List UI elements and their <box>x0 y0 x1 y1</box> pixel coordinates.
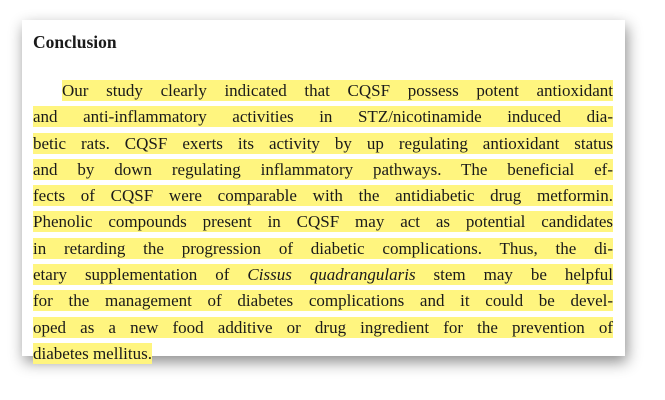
document-card: Conclusion Our study clearly indicated t… <box>22 20 625 364</box>
text-line: and anti-inflammatory activities in STZ/… <box>33 106 613 130</box>
highlight: Our study clearly indicated that CQSF po… <box>62 80 613 101</box>
highlight: and anti-inflammatory activities in STZ/… <box>33 106 613 128</box>
text: Phenolic compounds present in CQSF may a… <box>33 212 613 232</box>
text: betic rats. CQSF exerts its activity by … <box>33 133 613 153</box>
text: fects of CQSF were comparable with the a… <box>33 186 613 206</box>
text: for the management of diabetes complicat… <box>33 291 613 311</box>
text-line: Phenolic compounds present in CQSF may a… <box>33 211 613 235</box>
highlight: fects of CQSF were comparable with the a… <box>33 185 613 207</box>
text-line: for the management of diabetes complicat… <box>33 290 613 314</box>
text-line: diabetes mellitus. <box>33 341 613 365</box>
text-line: etary supplementation of Cissus quadrang… <box>33 264 613 288</box>
highlight: for the management of diabetes complicat… <box>33 290 613 312</box>
highlight: betic rats. CQSF exerts its activity by … <box>33 132 613 154</box>
text: diabetes mellitus. <box>33 343 152 363</box>
highlight: oped as a new food additive or drug ingr… <box>33 316 613 338</box>
text: and anti-inflammatory activities in STZ/… <box>33 107 613 127</box>
text: in retarding the progression of diabetic… <box>33 238 613 258</box>
text-line: betic rats. CQSF exerts its activity by … <box>33 132 613 157</box>
highlight: Phenolic compounds present in CQSF may a… <box>33 211 613 233</box>
text-line: and by down regulating inflammatory path… <box>33 158 613 183</box>
text: Our study clearly indicated that CQSF po… <box>62 81 613 100</box>
text: stem may be helpful <box>415 265 614 285</box>
text-line: Our study clearly indicated that CQSF po… <box>33 80 613 104</box>
paragraph: Our study clearly indicated that CQSF po… <box>33 78 613 365</box>
section-heading: Conclusion <box>33 32 117 52</box>
text-line: in retarding the progression of diabetic… <box>33 237 613 262</box>
text: and by down regulating inflammatory path… <box>33 159 613 179</box>
text-line: fects of CQSF were comparable with the a… <box>33 185 613 209</box>
highlight: etary supplementation of Cissus quadrang… <box>33 264 614 286</box>
italic-text: Cissus quadrangularis <box>247 265 416 285</box>
text-line: oped as a new food additive or drug ingr… <box>33 316 613 341</box>
highlight: and by down regulating inflammatory path… <box>33 158 613 180</box>
highlight: in retarding the progression of diabetic… <box>33 237 613 259</box>
highlight: diabetes mellitus. <box>33 342 152 364</box>
text: oped as a new food additive or drug ingr… <box>33 317 613 337</box>
text: etary supplementation of <box>33 265 248 285</box>
